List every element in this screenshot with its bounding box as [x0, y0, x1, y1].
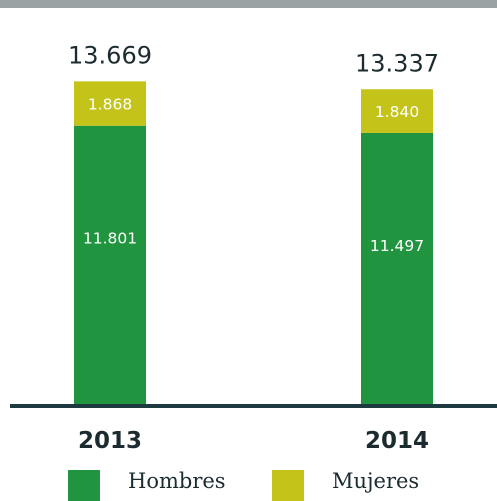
x-tick-2013: 2013 — [78, 428, 142, 454]
total-label-2014: 13.337 — [355, 49, 439, 77]
bars-group: 11.801 1.868 13.669 11.497 1.840 13.337 — [68, 41, 439, 406]
top-bar — [0, 0, 497, 8]
total-label-2013: 13.669 — [68, 41, 152, 69]
bar-mujeres-2013 — [74, 81, 146, 126]
value-label-mujeres-2014: 1.840 — [375, 103, 419, 121]
x-tick-2014: 2014 — [365, 428, 429, 454]
value-label-hombres-2013: 11.801 — [83, 230, 137, 248]
legend-swatch-mujeres — [272, 470, 304, 501]
legend: Hombres Mujeres — [68, 469, 419, 501]
legend-label-mujeres: Mujeres — [332, 469, 419, 493]
value-label-hombres-2014: 11.497 — [370, 237, 424, 255]
bar-hombres-2013 — [74, 125, 146, 406]
legend-swatch-hombres — [68, 470, 100, 501]
legend-label-hombres: Hombres — [128, 469, 226, 493]
bar-mujeres-2014 — [361, 89, 433, 133]
bar-hombres-2014 — [361, 132, 433, 406]
x-tick-labels: 2013 2014 — [78, 428, 429, 454]
value-label-mujeres-2013: 1.868 — [88, 96, 132, 114]
